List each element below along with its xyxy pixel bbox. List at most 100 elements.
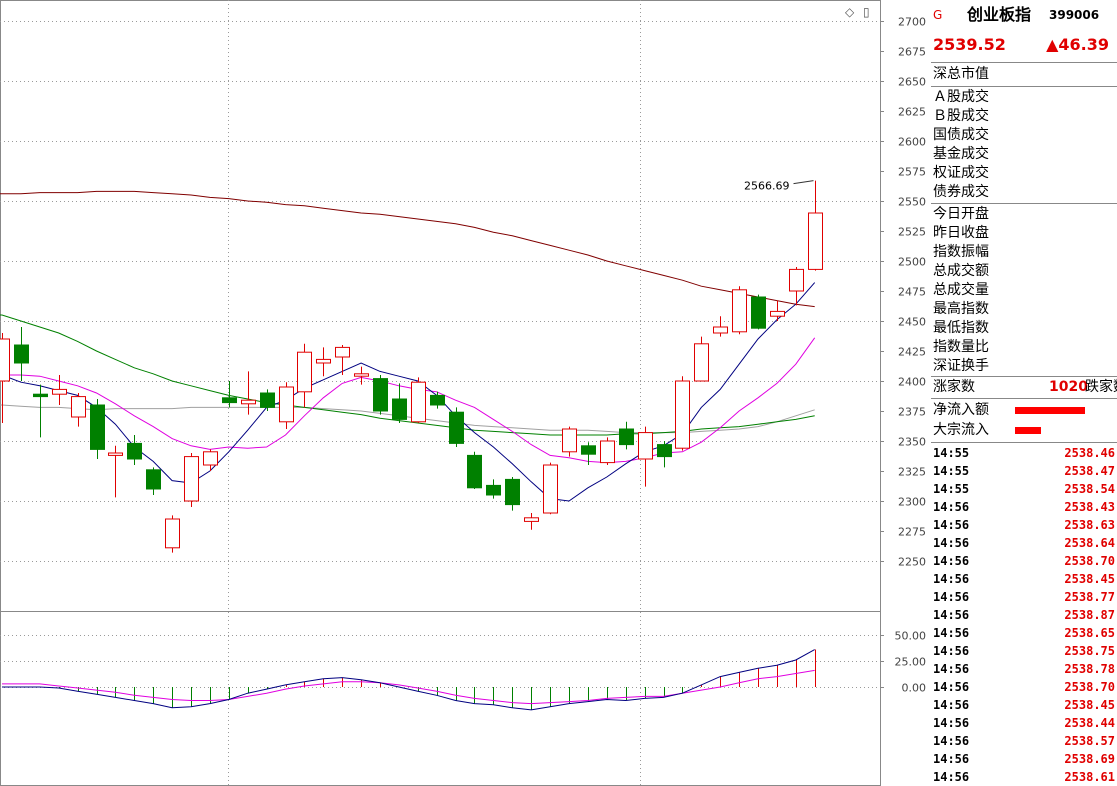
tick-value: 2538.77 [1064, 590, 1115, 604]
tick-value: 2538.44 [1064, 716, 1115, 730]
index-name: 创业板指 [967, 5, 1032, 24]
tick-time: 14:56 [933, 590, 970, 604]
candle-body [430, 394, 445, 406]
candle-body [33, 393, 48, 398]
price-tick-label: 2275 [898, 526, 926, 539]
price-tick-label: 2525 [898, 226, 926, 239]
candle-body [335, 346, 350, 358]
candle-body [751, 296, 766, 329]
candle [260, 389, 275, 411]
down-count-label: 跌家数 [1085, 379, 1117, 395]
candle-body [694, 343, 709, 382]
candle-body [203, 451, 218, 466]
osc-tick-label: 0.00 [902, 682, 927, 695]
candle-body [392, 398, 407, 420]
candle-body [581, 445, 596, 455]
candle [316, 347, 331, 377]
candle-body [354, 373, 369, 377]
candle [657, 441, 672, 468]
candle-body [52, 388, 67, 395]
candle-body [543, 464, 558, 514]
candle [675, 376, 690, 451]
candle [732, 286, 747, 335]
tick-time: 14:56 [933, 680, 970, 694]
flow-label: 大宗流入 [933, 422, 989, 438]
info-label: 权证成交 [933, 165, 989, 181]
up-count-label: 涨家数 [933, 379, 975, 395]
candle-body [449, 411, 464, 444]
candle [241, 371, 256, 415]
tick-value: 2538.61 [1064, 770, 1115, 784]
flow-bar [1015, 427, 1041, 434]
osc-tick-label: 25.00 [895, 656, 927, 669]
candle-body [732, 289, 747, 333]
info-label: 基金成交 [933, 146, 989, 162]
candle [184, 453, 199, 507]
tick-value: 2538.78 [1064, 662, 1115, 676]
candle-body [619, 428, 634, 446]
candle [411, 377, 426, 423]
candle-body [279, 386, 294, 423]
tick-value: 2538.70 [1064, 554, 1115, 568]
tick-row: 14:56 2538.61 [933, 768, 1115, 786]
tick-time: 14:55 [933, 482, 970, 496]
tick-time: 14:55 [933, 464, 970, 478]
candle [505, 477, 520, 511]
candle-body [127, 442, 142, 460]
tick-row: 14:55 2538.47 [933, 462, 1115, 480]
diamond-icon[interactable]: ◇ [845, 5, 855, 19]
flow-label: 净流入额 [933, 402, 989, 418]
tick-time: 14:56 [933, 770, 970, 784]
info-label: 指数振幅 [933, 244, 989, 260]
price-tick-label: 2350 [898, 436, 926, 449]
tick-value: 2538.57 [1064, 734, 1115, 748]
candle [770, 300, 785, 321]
price-tick-label: 2450 [898, 316, 926, 329]
price-tick-label: 2600 [898, 136, 926, 149]
candle-body [411, 381, 426, 423]
price-row: 2539.52 ▲46.39 [933, 34, 1117, 56]
candle [789, 267, 804, 306]
candle-body [638, 432, 653, 460]
candle-body [808, 212, 823, 270]
tick-value: 2538.54 [1064, 482, 1115, 496]
quote-panel: G 创业板指 399006 2539.52 ▲46.39 深总市值 Ａ股成交 Ｂ股… [931, 0, 1117, 786]
candle-body [260, 392, 275, 408]
tick-value: 2538.63 [1064, 518, 1115, 532]
price-tick-label: 2550 [898, 196, 926, 209]
candle-body [770, 310, 785, 317]
tick-time: 14:56 [933, 698, 970, 712]
info-label: 昨日收盘 [933, 225, 989, 241]
price-tick-label: 2400 [898, 376, 926, 389]
candle [335, 345, 350, 375]
tick-time: 14:56 [933, 500, 970, 514]
candle [713, 316, 728, 337]
price-tick-label: 2375 [898, 406, 926, 419]
candle-body [657, 444, 672, 458]
price-tick-label: 2425 [898, 346, 926, 359]
flow-row: 大宗流入 [933, 421, 1117, 440]
candle [52, 375, 67, 405]
candle [467, 451, 482, 489]
tick-value: 2538.43 [1064, 500, 1115, 514]
candle [694, 336, 709, 382]
up-count: 1020 [1049, 379, 1088, 395]
info-label: 总成交量 [933, 282, 989, 298]
tick-value: 2538.45 [1064, 572, 1115, 586]
price-tick-label: 2475 [898, 286, 926, 299]
candle [619, 421, 634, 450]
candle-body [505, 478, 520, 506]
candle [430, 391, 445, 409]
tick-row: 14:56 2538.63 [933, 516, 1115, 534]
osc-tick-label: 50.00 [895, 630, 927, 643]
tick-row: 14:56 2538.70 [933, 552, 1115, 570]
ma10-line [0, 337, 816, 464]
tick-time: 14:56 [933, 662, 970, 676]
scroll-icon[interactable]: ▯ [863, 5, 870, 19]
tick-row: 14:56 2538.77 [933, 588, 1115, 606]
price-tick-label: 2300 [898, 496, 926, 509]
tick-row: 14:56 2538.45 [933, 570, 1115, 588]
tick-time: 14:56 [933, 572, 970, 586]
candle-body [675, 380, 690, 449]
price-chart[interactable]: 2566.69 2700 2675 2650 2625 2600 2575 2550 2525… [0, 0, 931, 786]
